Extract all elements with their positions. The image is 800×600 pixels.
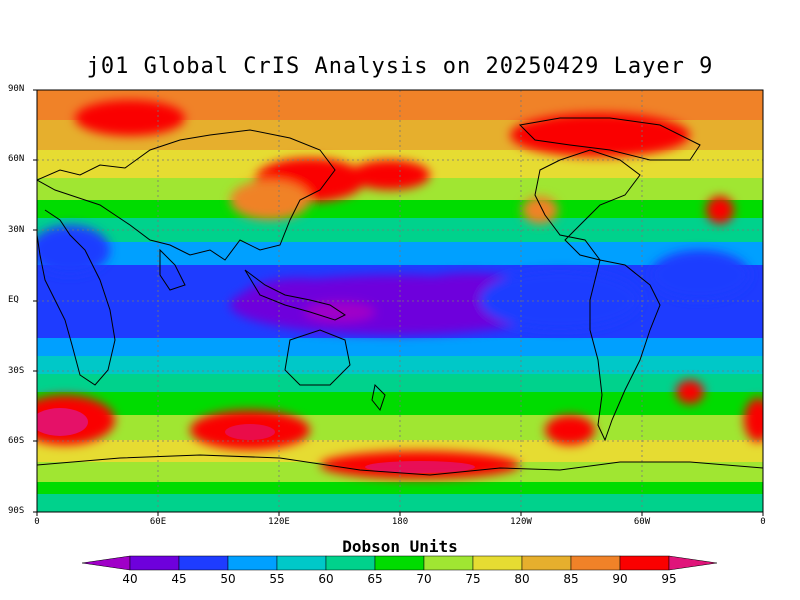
colorbar-swatch: [423, 555, 474, 571]
lat-label-eq: EQ: [8, 295, 19, 305]
lat-label-30s: 30S: [8, 366, 25, 376]
graticule: [37, 90, 763, 512]
map-title: j01 Global CrIS Analysis on 20250429 Lay…: [86, 54, 714, 79]
lat-label-60n: 60N: [8, 154, 25, 164]
lat-label-60s: 60S: [8, 436, 25, 446]
colorbar-level-label: 50: [220, 572, 235, 586]
lon-label-0: 0: [34, 517, 40, 527]
colorbar-level-label: 80: [514, 572, 529, 586]
colorbar-max-arrow: [668, 555, 718, 571]
lon-label-120w: 120W: [510, 517, 532, 527]
lon-label-0-east: 0: [760, 517, 766, 527]
colorbar-level-label: 75: [465, 572, 480, 586]
colorbar-level-label: 95: [661, 572, 676, 586]
colorbar-level-label: 85: [563, 572, 578, 586]
colorbar-swatch: [227, 555, 278, 571]
lat-label-90s: 90S: [8, 506, 25, 516]
colorbar-level-label: 55: [269, 572, 284, 586]
colorbar-swatch: [521, 555, 572, 571]
colorbar-level-label: 70: [416, 572, 431, 586]
colorbar-level-label: 65: [367, 572, 382, 586]
colorbar-level-label: 40: [122, 572, 137, 586]
colorbar-swatch: [374, 555, 425, 571]
colorbar-swatch: [570, 555, 621, 571]
lon-label-60w: 60W: [633, 517, 651, 527]
colorbar-swatch: [472, 555, 523, 571]
colorbar-swatch: [325, 555, 376, 571]
colorbar-level-label: 45: [171, 572, 186, 586]
colorbar-level-label: 60: [318, 572, 333, 586]
colorbar-min-arrow: [81, 555, 131, 571]
lon-label-180: 180: [391, 517, 409, 527]
colorbar-swatch: [178, 555, 229, 571]
colorbar: 40 45 50 55 60 65 70 75 80 85 90 95: [81, 555, 718, 586]
coastlines: [37, 117, 763, 476]
lon-label-60e: 60E: [149, 517, 167, 527]
colorbar-level-label: 90: [612, 572, 627, 586]
colorbar-swatch: [129, 555, 180, 571]
ozone-field: [37, 90, 763, 512]
lat-label-30n: 30N: [8, 225, 25, 235]
lon-label-120e: 120E: [268, 517, 290, 527]
colorbar-title: Dobson Units: [342, 537, 458, 556]
lat-label-90n: 90N: [8, 84, 25, 94]
colorbar-swatch: [619, 555, 670, 571]
colorbar-swatch: [276, 555, 327, 571]
